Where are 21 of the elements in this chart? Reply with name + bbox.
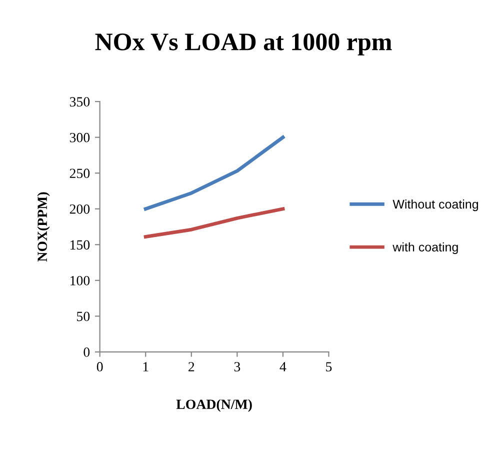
x-tick-label: 3 bbox=[234, 362, 240, 372]
y-tick-label: 300 bbox=[70, 132, 90, 142]
y-tick-label: 50 bbox=[77, 312, 90, 322]
y-tick-label: 150 bbox=[70, 240, 90, 250]
line-series bbox=[144, 207, 285, 238]
x-tick-label: 1 bbox=[143, 362, 148, 372]
y-axis-title: NOX(PPM) bbox=[37, 192, 50, 262]
y-tick-label: 250 bbox=[70, 168, 90, 178]
line-series bbox=[144, 136, 285, 211]
y-tick-label: 350 bbox=[70, 97, 90, 107]
chart-title: NOx Vs LOAD at 1000 rpm bbox=[95, 33, 392, 56]
y-tick-label: 200 bbox=[70, 204, 90, 214]
x-tick-label: 0 bbox=[96, 362, 103, 372]
x-axis-title: LOAD(N/M) bbox=[176, 399, 252, 412]
x-tick-label: 5 bbox=[326, 362, 332, 372]
x-tick-label: 4 bbox=[280, 362, 286, 372]
y-tick-label: 100 bbox=[70, 276, 90, 286]
y-tick-label: 0 bbox=[84, 348, 90, 357]
legend-label: with coating bbox=[392, 242, 458, 254]
legend-label: Without coating bbox=[392, 199, 478, 212]
x-tick-label: 2 bbox=[188, 362, 194, 372]
